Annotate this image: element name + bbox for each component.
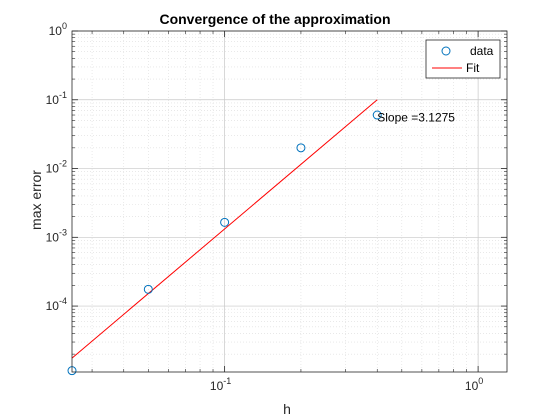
y-tick-label-exponent: -3 [59,227,67,237]
x-tick-label-base: 10 [465,379,479,393]
y-tick-label-base: 10 [46,299,60,313]
x-axis-label: h [283,401,291,417]
chart-title: Convergence of the approximation [159,11,390,27]
legend-label-fit: Fit [466,61,480,75]
y-tick-label-exponent: -1 [59,90,67,100]
slope-annotation: Slope =3.1275 [377,111,455,125]
y-tick-label-exponent: -4 [59,296,67,306]
y-tick-label-base: 10 [46,93,60,107]
legend: data Fit [426,40,500,78]
plot-area [72,31,507,372]
y-tick-label-exponent: 0 [62,21,67,31]
x-tick-label-base: 10 [210,379,224,393]
y-tick-label-base: 10 [49,24,63,38]
y-tick-label-base: 10 [46,162,60,176]
x-tick-label-exponent: -1 [223,376,231,386]
y-tick-label-base: 10 [46,230,60,244]
y-tick-label-exponent: -2 [59,159,67,169]
legend-label-data: data [470,44,494,58]
y-axis-label: max error [28,170,44,230]
x-tick-label-exponent: 0 [478,376,483,386]
